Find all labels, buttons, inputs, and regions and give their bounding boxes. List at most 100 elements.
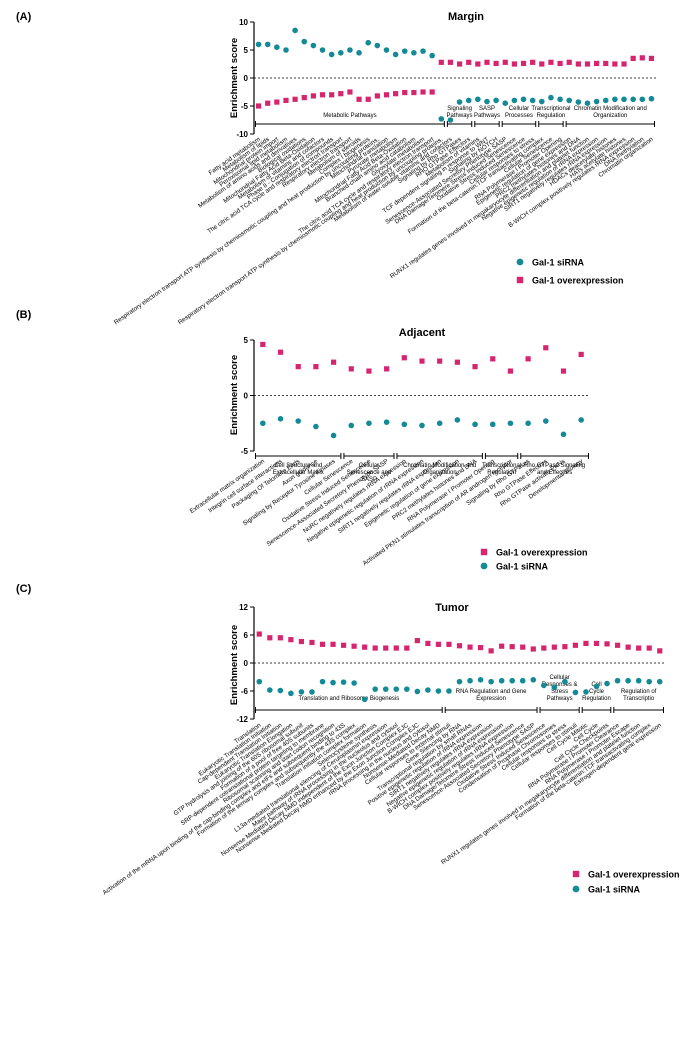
- chart-title: Margin: [448, 11, 484, 23]
- point-overexpression: [365, 96, 371, 102]
- point-overexpression: [420, 89, 426, 95]
- point-sirna: [604, 680, 610, 687]
- point-sirna: [509, 677, 515, 684]
- point-sirna: [578, 417, 584, 423]
- point-overexpression: [646, 645, 652, 651]
- point-overexpression: [604, 641, 610, 647]
- point-sirna: [401, 421, 408, 428]
- point-sirna: [283, 47, 289, 53]
- point-sirna: [529, 97, 536, 104]
- point-overexpression: [348, 366, 354, 372]
- point-sirna: [436, 420, 443, 427]
- point-overexpression: [630, 55, 636, 61]
- point-overexpression: [530, 59, 536, 65]
- point-sirna: [356, 50, 362, 56]
- point-sirna: [602, 97, 609, 104]
- point-overexpression: [313, 364, 319, 370]
- point-sirna: [502, 100, 509, 106]
- point-sirna: [639, 96, 646, 103]
- point-sirna: [435, 688, 442, 694]
- point-sirna: [493, 97, 499, 104]
- point-sirna: [538, 98, 545, 105]
- point-overexpression: [594, 60, 600, 67]
- point-sirna: [525, 420, 531, 427]
- point-sirna: [456, 99, 463, 105]
- y-tick-label: 12: [239, 603, 248, 612]
- point-overexpression: [543, 345, 549, 351]
- point-overexpression: [411, 89, 417, 96]
- point-sirna: [612, 96, 618, 103]
- legend-marker-sirna: [572, 885, 580, 893]
- point-sirna: [372, 686, 378, 692]
- point-overexpression: [477, 645, 484, 651]
- point-overexpression: [384, 366, 390, 372]
- point-overexpression: [539, 61, 545, 67]
- point-sirna: [382, 686, 389, 692]
- point-sirna: [584, 100, 591, 106]
- point-sirna: [337, 50, 344, 56]
- point-sirna: [292, 27, 298, 34]
- point-overexpression: [393, 91, 399, 97]
- point-overexpression: [583, 640, 589, 646]
- group-label: Cellular Processes: [505, 106, 533, 119]
- point-overexpression: [404, 645, 410, 651]
- point-overexpression: [551, 644, 557, 650]
- legend-label: Gal-1 overexpression: [588, 870, 680, 880]
- group-label: Signaling Pathways: [447, 106, 473, 119]
- x-tick-label: Extracellular matrix organization: [189, 458, 267, 515]
- point-overexpression: [636, 645, 642, 651]
- chart-title: Tumor: [435, 602, 469, 614]
- point-overexpression: [584, 61, 591, 67]
- point-sirna: [383, 419, 390, 425]
- point-sirna: [330, 679, 336, 686]
- point-overexpression: [330, 359, 337, 365]
- y-tick-label: 0: [244, 74, 249, 83]
- point-sirna: [656, 678, 663, 685]
- group-bracket: [255, 453, 342, 459]
- point-overexpression: [319, 92, 326, 98]
- panel-label: (A): [16, 11, 32, 23]
- y-tick-label: -5: [241, 102, 249, 111]
- point-overexpression: [383, 92, 390, 98]
- point-overexpression: [447, 59, 454, 65]
- point-sirna: [404, 686, 410, 692]
- point-overexpression: [393, 645, 399, 651]
- point-overexpression: [572, 642, 579, 648]
- point-sirna: [348, 422, 355, 429]
- legend-label: Gal-1 siRNA: [588, 885, 641, 895]
- y-tick-label: -5: [241, 447, 249, 456]
- point-overexpression: [502, 59, 508, 65]
- point-sirna: [264, 41, 271, 48]
- point-sirna: [562, 678, 568, 685]
- point-sirna: [425, 687, 431, 693]
- point-sirna: [498, 677, 505, 684]
- point-sirna: [414, 688, 421, 695]
- point-overexpression: [530, 646, 536, 652]
- point-sirna: [467, 677, 473, 684]
- point-sirna: [365, 39, 372, 46]
- group-label: Chromatin Modification and Organization: [403, 463, 476, 476]
- point-overexpression: [520, 644, 526, 650]
- point-sirna: [319, 47, 326, 53]
- point-overexpression: [499, 643, 505, 649]
- point-sirna: [557, 96, 563, 103]
- point-overexpression: [330, 641, 336, 647]
- group-label: Chromatin Modification and Organization: [574, 106, 647, 119]
- point-sirna: [260, 420, 266, 427]
- y-tick-label: 5: [244, 336, 249, 345]
- point-sirna: [447, 117, 454, 123]
- point-sirna: [288, 690, 294, 697]
- point-sirna: [593, 683, 600, 690]
- point-sirna: [347, 47, 353, 53]
- point-sirna: [277, 687, 284, 694]
- point-overexpression: [525, 356, 531, 362]
- legend-marker-overexpression: [572, 870, 580, 878]
- y-tick-label: 0: [244, 392, 249, 401]
- point-sirna: [267, 687, 273, 693]
- panel-label: (C): [16, 583, 32, 595]
- point-overexpression: [562, 644, 568, 650]
- point-overexpression: [484, 59, 490, 65]
- point-overexpression: [347, 89, 353, 95]
- x-tick-label: Activation of the mRNA upon binding of t…: [102, 722, 347, 897]
- point-sirna: [477, 677, 484, 683]
